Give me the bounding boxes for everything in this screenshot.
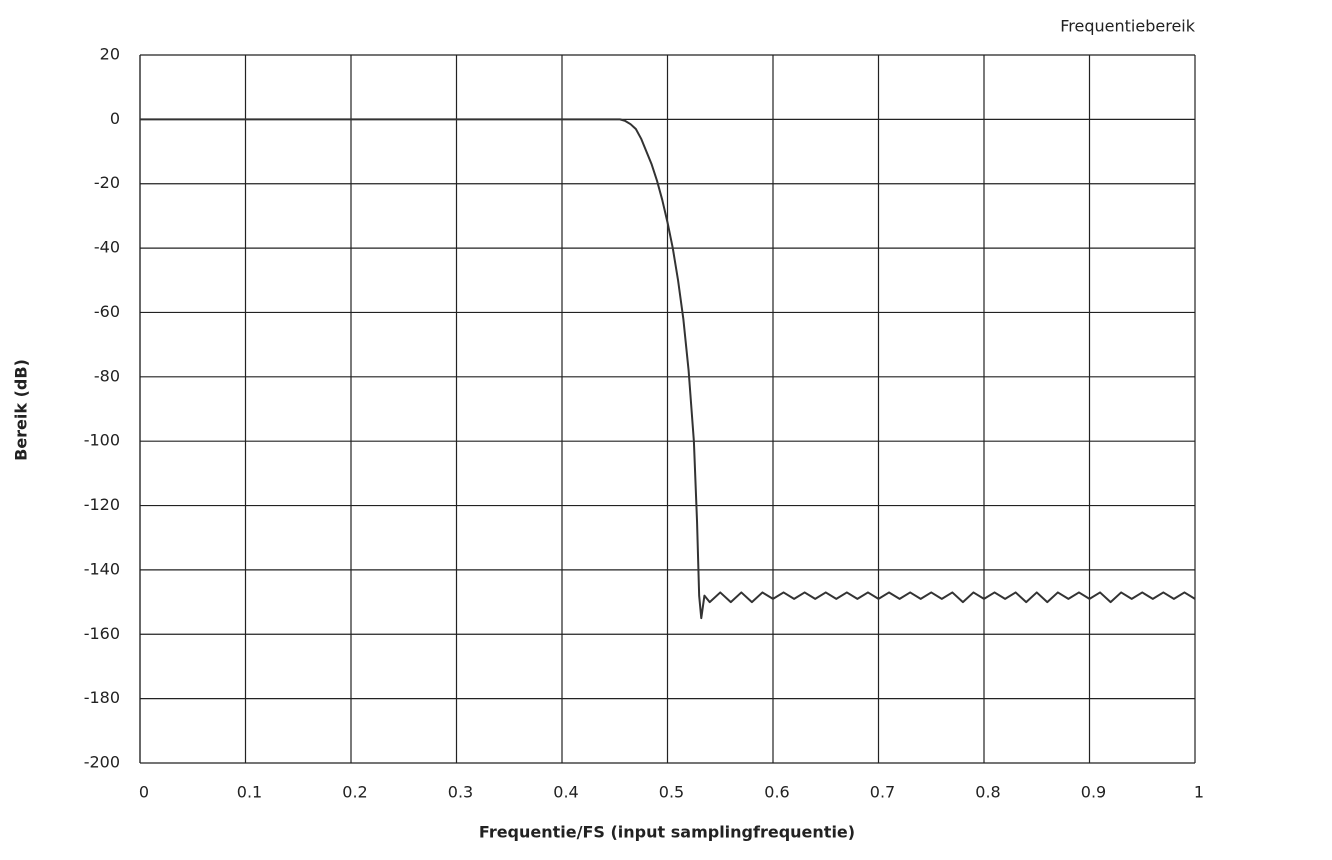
y-tick-label: -180 <box>84 688 120 707</box>
y-axis-label: Bereik (dB) <box>12 359 31 461</box>
data-line <box>140 118 1196 620</box>
x-tick-label: 0.8 <box>975 783 1000 802</box>
y-tick-label: -160 <box>84 624 120 643</box>
y-tick-label: -60 <box>94 302 120 321</box>
y-tick-label: 20 <box>100 45 120 64</box>
x-tick-label: 0.6 <box>764 783 789 802</box>
y-tick-label: -120 <box>84 495 120 514</box>
x-tick-label: 0.5 <box>659 783 684 802</box>
x-tick-label: 1 <box>1194 783 1204 802</box>
y-tick-label: 0 <box>110 109 120 128</box>
y-tick-label: -140 <box>84 559 120 578</box>
x-tick-label: 0.9 <box>1081 783 1106 802</box>
y-tick-label: -20 <box>94 173 120 192</box>
y-tick-label: -200 <box>84 753 120 772</box>
x-tick-label: 0 <box>139 783 149 802</box>
y-tick-label: -40 <box>94 238 120 257</box>
x-tick-label: 0.3 <box>448 783 473 802</box>
chart-title: Frequentiebereik <box>1060 17 1195 36</box>
x-tick-label: 0.1 <box>237 783 262 802</box>
x-tick-label: 0.4 <box>553 783 578 802</box>
x-axis-label: Frequentie/FS (input samplingfrequentie) <box>479 823 855 842</box>
x-tick-label: 0.2 <box>342 783 367 802</box>
x-tick-label: 0.7 <box>870 783 895 802</box>
y-tick-label: -80 <box>94 366 120 385</box>
y-tick-label: -100 <box>84 431 120 450</box>
